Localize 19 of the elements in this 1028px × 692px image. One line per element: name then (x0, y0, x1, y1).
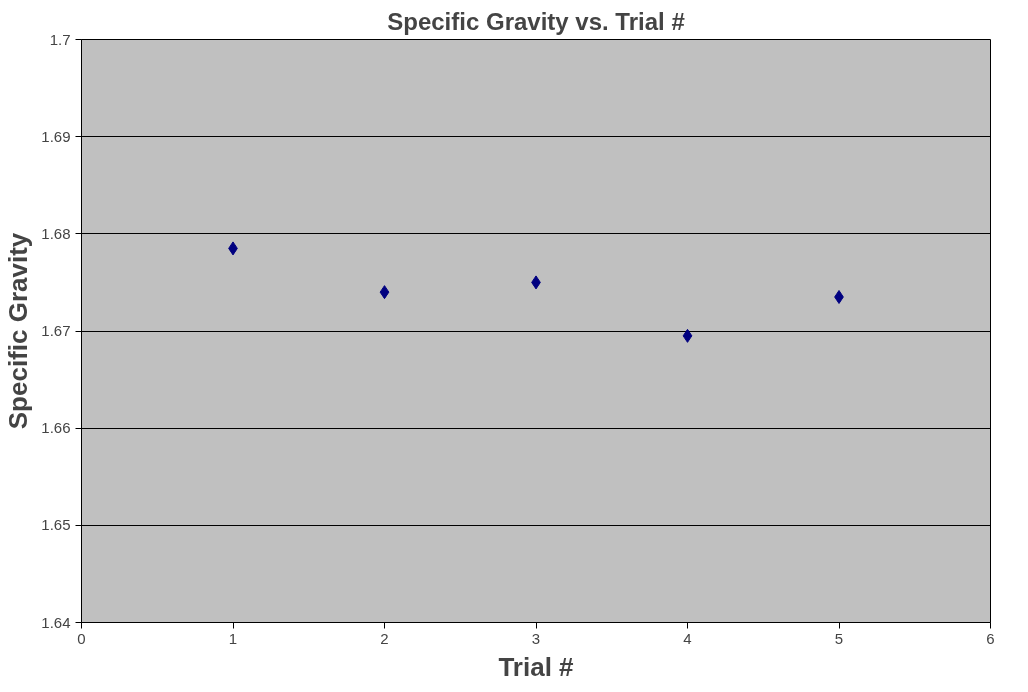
x-tick-label: 6 (986, 629, 995, 647)
y-tick-label: 1.64 (41, 613, 71, 631)
x-tick-label: 1 (228, 629, 238, 647)
point (682, 328, 693, 343)
x-axis-title: Trial # (498, 651, 575, 682)
y-tick-label: 1.67 (41, 322, 71, 339)
x-tick-label: 0 (77, 629, 86, 647)
y-tick-label: 1.68 (41, 224, 71, 242)
y-axis-title: Specific Gravity (3, 232, 34, 430)
y-tick-label: 1.69 (41, 127, 71, 145)
x-tick-label: 3 (531, 629, 541, 647)
y-tick-label: 1.7 (49, 30, 71, 48)
x-tick-label: 4 (683, 629, 692, 647)
y-tick-label: 1.65 (41, 516, 71, 534)
x-tick-label: 5 (834, 629, 844, 647)
x-tick-label: 2 (380, 629, 389, 647)
point (379, 285, 390, 300)
chart-title: Specific Gravity vs. Trial # (387, 7, 685, 35)
y-tick-label: 1.66 (41, 419, 71, 437)
